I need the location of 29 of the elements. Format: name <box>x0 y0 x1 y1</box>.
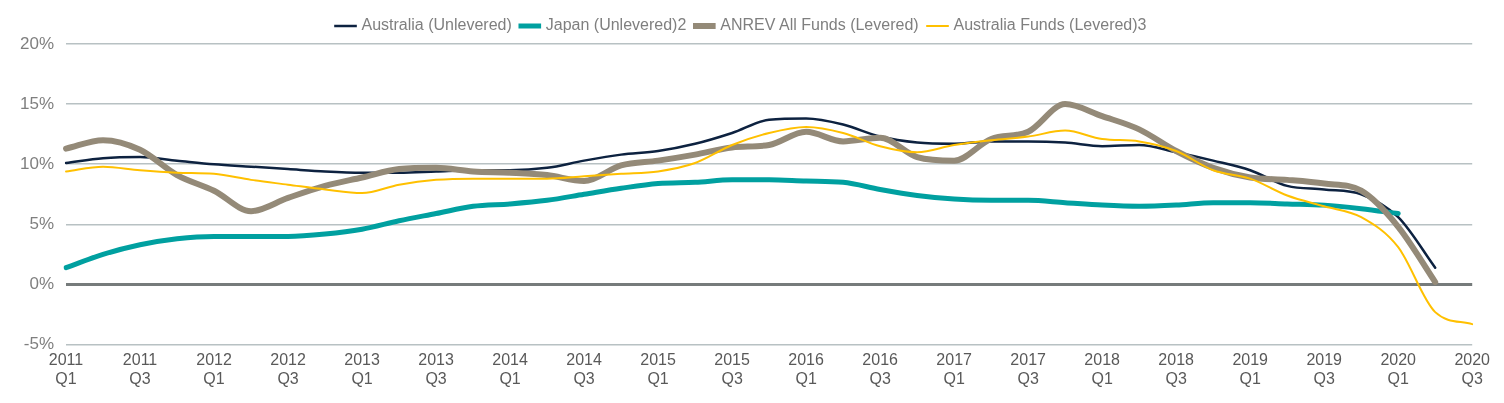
x-tick-label: 2012 Q3 <box>270 350 306 387</box>
y-tick-label: 10% <box>19 153 55 173</box>
x-tick-label: 2020 Q1 <box>1380 350 1417 387</box>
x-tick-label: 2019 Q1 <box>1232 350 1269 387</box>
x-tick-label: 2019 Q3 <box>1306 350 1343 387</box>
x-tick-label: 2012 Q1 <box>196 350 232 387</box>
x-tick-label: 2016 Q1 <box>788 350 825 387</box>
x-tick-label: 2017 Q3 <box>1010 350 1047 387</box>
line-series <box>65 125 1474 326</box>
x-tick-label: 2014 Q3 <box>566 350 602 387</box>
x-tick-label: 2011 Q3 <box>122 350 158 387</box>
legend-label: ANREV All Funds (Levered) <box>720 16 919 34</box>
y-tick-label: 0% <box>29 274 55 294</box>
y-tick-label: 5% <box>29 214 55 234</box>
legend-label: Australia Funds (Levered)3 <box>953 16 1147 34</box>
x-tick-label: 2018 Q1 <box>1084 350 1121 387</box>
x-tick-label: 2015 Q3 <box>714 350 751 387</box>
x-tick-label: 2013 Q1 <box>344 350 380 387</box>
x-tick-label: 2014 Q1 <box>492 350 528 387</box>
y-tick-label: 15% <box>19 93 55 113</box>
x-tick-label: 2013 Q3 <box>418 350 454 387</box>
x-tick-label: 2016 Q3 <box>862 350 899 387</box>
x-tick-label: 2020 Q3 <box>1454 350 1491 387</box>
x-tick-label: 2017 Q1 <box>936 350 973 387</box>
legend-label: Australia (Unlevered) <box>361 16 512 34</box>
x-tick-label: 2018 Q3 <box>1158 350 1195 387</box>
x-tick-label: 2015 Q1 <box>640 350 676 387</box>
legend-label: Japan (Unlevered)2 <box>545 16 687 34</box>
y-tick-label: 20% <box>19 33 55 53</box>
